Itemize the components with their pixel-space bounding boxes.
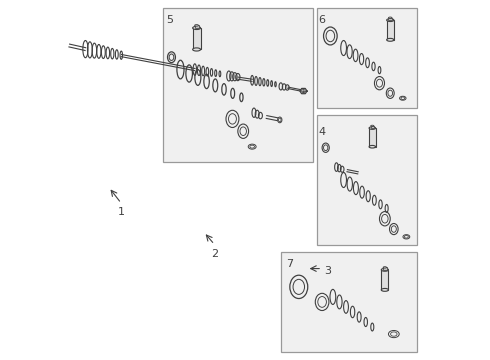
Text: 1: 1 [118,207,125,217]
Text: 4: 4 [318,127,326,136]
Bar [195,25,198,28]
Bar [317,8,417,108]
Ellipse shape [387,39,394,41]
Ellipse shape [193,48,200,51]
Ellipse shape [381,288,389,291]
Bar [281,252,417,352]
Bar [317,116,417,244]
Ellipse shape [383,267,387,268]
Ellipse shape [381,268,389,271]
Bar [193,28,200,49]
Bar [389,18,392,20]
Ellipse shape [195,24,198,26]
Bar [369,128,375,147]
Ellipse shape [369,145,375,148]
Ellipse shape [369,127,375,129]
Ellipse shape [389,17,392,18]
Text: 7: 7 [286,259,294,269]
Ellipse shape [371,125,374,126]
Ellipse shape [193,26,200,30]
Bar [381,270,389,290]
Bar [387,20,394,40]
Text: 5: 5 [166,15,173,26]
Text: 6: 6 [318,15,325,26]
Bar [163,8,313,162]
Ellipse shape [387,19,394,22]
Text: 3: 3 [324,266,331,276]
Bar [383,267,387,270]
Bar [371,126,374,128]
Text: 2: 2 [211,248,218,258]
